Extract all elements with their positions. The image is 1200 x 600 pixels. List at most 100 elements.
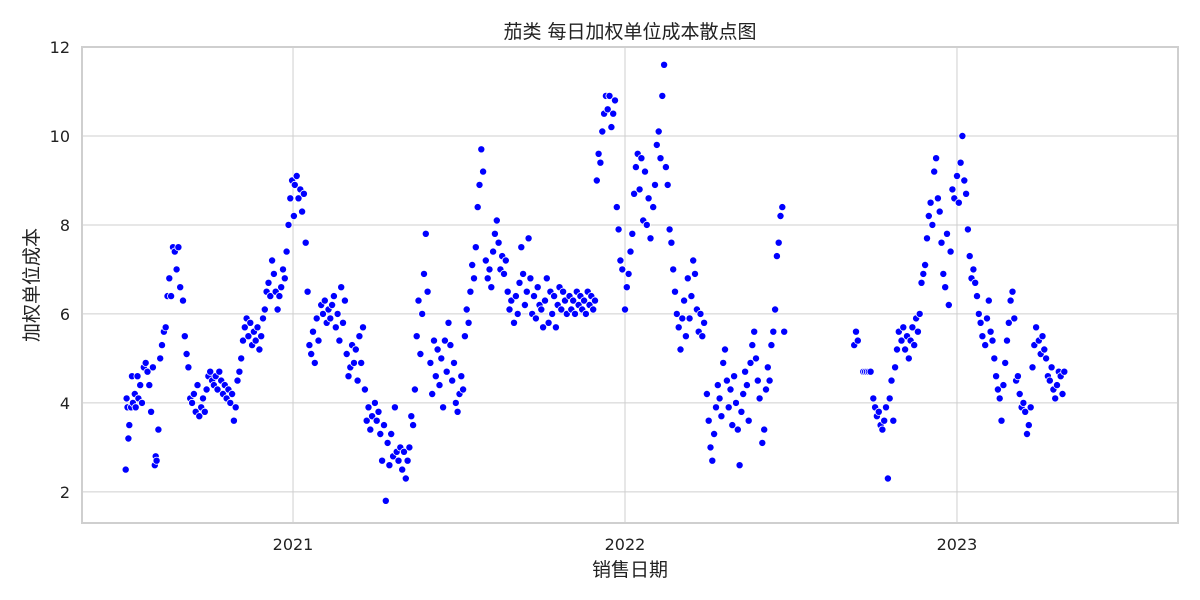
data-point xyxy=(921,260,930,269)
data-point xyxy=(651,180,660,189)
data-point xyxy=(360,385,369,394)
data-point xyxy=(683,274,692,283)
data-point xyxy=(646,234,655,243)
data-point xyxy=(328,300,337,309)
data-point xyxy=(706,443,715,452)
data-point xyxy=(485,265,494,274)
data-point xyxy=(344,372,353,381)
data-point xyxy=(758,438,767,447)
x-tick-labels: 2021 2022 2023 xyxy=(273,535,978,554)
data-point xyxy=(522,287,531,296)
data-point xyxy=(598,127,607,136)
data-point xyxy=(449,358,458,367)
data-point xyxy=(571,309,580,318)
data-point xyxy=(1008,287,1017,296)
data-point xyxy=(722,376,731,385)
data-point xyxy=(226,398,235,407)
data-point xyxy=(984,296,993,305)
data-point xyxy=(681,332,690,341)
data-point xyxy=(874,407,883,416)
plot-frame xyxy=(81,46,1179,524)
data-point xyxy=(893,345,902,354)
data-point xyxy=(137,398,146,407)
data-point xyxy=(1053,381,1062,390)
data-point xyxy=(769,327,778,336)
data-point xyxy=(923,234,932,243)
data-point xyxy=(515,278,524,287)
data-point xyxy=(489,247,498,256)
data-point xyxy=(385,461,394,470)
data-point xyxy=(765,376,774,385)
data-point xyxy=(460,332,469,341)
data-point xyxy=(644,194,653,203)
data-point xyxy=(517,243,526,252)
data-point xyxy=(763,363,772,372)
data-point xyxy=(607,123,616,132)
data-point xyxy=(133,372,142,381)
data-point xyxy=(1032,323,1041,332)
data-point xyxy=(594,149,603,158)
data-point xyxy=(1015,389,1024,398)
data-point xyxy=(477,145,486,154)
data-point xyxy=(596,158,605,167)
data-point xyxy=(1040,345,1049,354)
data-point xyxy=(409,421,418,430)
data-point xyxy=(121,465,130,474)
data-point xyxy=(278,265,287,274)
data-point xyxy=(320,296,329,305)
data-point xyxy=(244,332,253,341)
data-point xyxy=(167,292,176,301)
data-point xyxy=(630,189,639,198)
data-point xyxy=(1024,421,1033,430)
data-point xyxy=(776,211,785,220)
data-point xyxy=(986,327,995,336)
data-point xyxy=(704,416,713,425)
data-point xyxy=(658,91,667,100)
data-point xyxy=(971,278,980,287)
data-point xyxy=(492,216,501,225)
data-point xyxy=(1010,314,1019,323)
data-point xyxy=(741,367,750,376)
data-point xyxy=(448,376,457,385)
data-point xyxy=(431,372,440,381)
data-point xyxy=(733,425,742,434)
data-point xyxy=(744,416,753,425)
data-point xyxy=(370,398,379,407)
data-point xyxy=(189,389,198,398)
data-point xyxy=(154,425,163,434)
data-point xyxy=(314,336,323,345)
data-point xyxy=(176,283,185,292)
data-point xyxy=(524,234,533,243)
data-point xyxy=(419,269,428,278)
data-point xyxy=(471,243,480,252)
data-point xyxy=(891,363,900,372)
data-point xyxy=(973,292,982,301)
data-point xyxy=(621,305,630,314)
data-point xyxy=(401,474,410,483)
data-point xyxy=(581,309,590,318)
data-point xyxy=(122,394,131,403)
data-point xyxy=(246,318,255,327)
data-point xyxy=(444,318,453,327)
data-point xyxy=(603,105,612,114)
data-point xyxy=(268,256,277,265)
data-point xyxy=(340,296,349,305)
data-point xyxy=(301,238,310,247)
data-point xyxy=(280,274,289,283)
data-point xyxy=(333,309,342,318)
data-point xyxy=(737,407,746,416)
data-point xyxy=(331,323,340,332)
data-point xyxy=(355,332,364,341)
data-point xyxy=(674,323,683,332)
data-point xyxy=(700,318,709,327)
data-point xyxy=(537,305,546,314)
data-point xyxy=(910,341,919,350)
data-point xyxy=(637,154,646,163)
data-point xyxy=(611,96,620,105)
data-point xyxy=(394,456,403,465)
data-point xyxy=(976,318,985,327)
data-point xyxy=(439,403,448,412)
data-point xyxy=(1001,358,1010,367)
data-point xyxy=(481,256,490,265)
data-point xyxy=(475,180,484,189)
